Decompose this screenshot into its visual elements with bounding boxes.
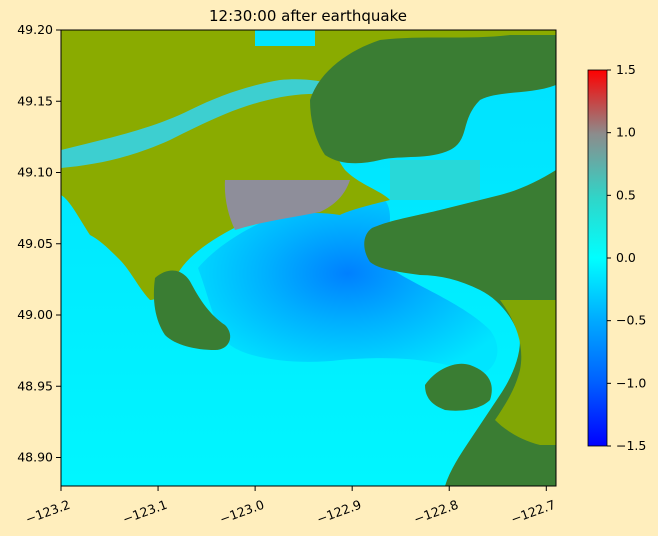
lowland-north (61, 30, 556, 300)
y-tick-label: 49.05 (17, 236, 53, 251)
highland-north (310, 35, 556, 164)
x-tick-label: −122.9 (315, 497, 364, 527)
colorbar-axis: −1.5 −1.0 −0.5 0.0 0.5 1.0 1.5 (607, 62, 646, 453)
chart-title: 12:30:00 after earthquake (209, 7, 407, 25)
highland-east (364, 30, 556, 486)
lowland-fringe (495, 300, 556, 445)
x-tick-label: −123.1 (120, 497, 169, 527)
y-tick-label: 49.10 (17, 165, 53, 180)
x-axis: −123.2 −123.1 −123.0 −122.9 −122.8 −122.7 (23, 486, 557, 527)
colorbar-tick-label: −0.5 (616, 313, 646, 328)
y-tick-label: 49.00 (17, 307, 53, 322)
colorbar-tick-label: −1.5 (616, 438, 646, 453)
grey-strip (224, 180, 350, 230)
colorbar-tick-label: 0.5 (616, 187, 636, 202)
plot-frame (60, 29, 557, 487)
colorbar (587, 69, 608, 447)
river-channel (61, 79, 335, 168)
y-axis: 48.90 48.95 49.00 49.05 49.10 49.15 49.20 (17, 22, 61, 465)
y-tick-label: 48.90 (17, 450, 53, 465)
x-tick-label: −122.8 (412, 497, 461, 527)
colorbar-tick-label: 0.0 (616, 250, 636, 265)
y-tick-label: 48.95 (17, 378, 53, 393)
colorbar-tick-label: −1.0 (616, 375, 646, 390)
x-tick-label: −123.2 (23, 497, 72, 527)
map-field (61, 30, 556, 486)
highland-southpoint (425, 363, 492, 411)
water-patch (255, 30, 315, 46)
y-tick-label: 49.20 (17, 22, 53, 37)
colorbar-tick-label: 1.0 (616, 125, 636, 140)
colorbar-tick-label: 1.5 (616, 62, 636, 77)
x-tick-label: −123.0 (218, 497, 267, 527)
bay-depression (198, 190, 498, 375)
water-patch (390, 160, 480, 200)
x-tick-label: −122.7 (509, 497, 558, 527)
highland-peninsula (153, 270, 231, 350)
y-tick-label: 49.15 (17, 93, 53, 108)
